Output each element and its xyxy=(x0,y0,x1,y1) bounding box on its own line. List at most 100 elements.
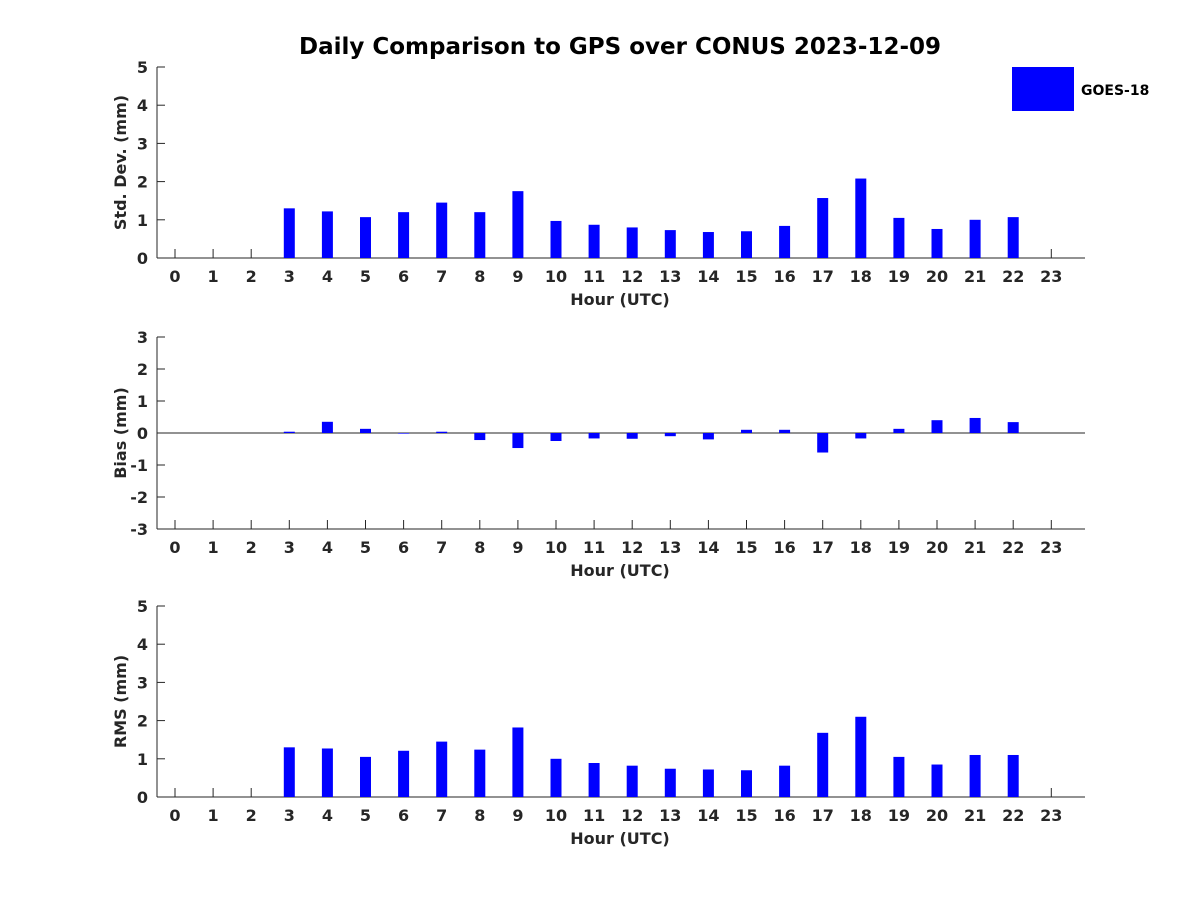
y-tick-label: 1 xyxy=(137,392,148,411)
x-tick-label: 9 xyxy=(512,538,523,557)
x-tick-label: 18 xyxy=(850,538,872,557)
x-tick-label: 3 xyxy=(284,267,295,286)
bar-hour-20 xyxy=(931,228,943,258)
bar-hour-14 xyxy=(702,769,714,797)
y-tick-label: -2 xyxy=(130,488,148,507)
bar-hour-12 xyxy=(626,433,638,439)
x-tick-label: 17 xyxy=(812,806,834,825)
y-tick-label: -3 xyxy=(130,520,148,539)
x-tick-label: 9 xyxy=(512,267,523,286)
x-tick-label: 12 xyxy=(621,538,643,557)
x-tick-label: 16 xyxy=(773,538,795,557)
y-tick-label: 1 xyxy=(137,211,148,230)
x-tick-label: 16 xyxy=(773,267,795,286)
y-tick-label: -1 xyxy=(130,456,148,475)
bar-hour-12 xyxy=(626,765,638,797)
bar-hour-14 xyxy=(702,433,714,440)
y-tick-label: 3 xyxy=(137,134,148,153)
legend-swatch-goes-18 xyxy=(1012,67,1074,111)
legend: GOES-18 xyxy=(1012,67,1149,111)
x-tick-label: 6 xyxy=(398,806,409,825)
bar-hour-12 xyxy=(626,227,638,258)
x-tick-label: 11 xyxy=(583,267,605,286)
x-tick-label: 22 xyxy=(1002,806,1024,825)
y-tick-label: 4 xyxy=(137,96,148,115)
x-tick-label: 22 xyxy=(1002,267,1024,286)
bar-hour-17 xyxy=(817,198,829,258)
x-axis-label: Hour (UTC) xyxy=(570,561,670,580)
bar-hour-5 xyxy=(360,428,371,433)
x-tick-label: 23 xyxy=(1040,806,1062,825)
x-tick-label: 19 xyxy=(888,538,910,557)
bar-hour-3 xyxy=(283,747,295,797)
y-tick-label: 0 xyxy=(137,249,148,268)
bar-hour-21 xyxy=(969,754,981,797)
bar-hour-18 xyxy=(855,716,867,797)
x-tick-label: 21 xyxy=(964,267,986,286)
bar-hour-4 xyxy=(321,421,333,433)
x-tick-label: 8 xyxy=(474,538,485,557)
y-axis-label: Std. Dev. (mm) xyxy=(111,95,130,230)
x-tick-label: 7 xyxy=(436,538,447,557)
x-tick-label: 2 xyxy=(246,806,257,825)
x-tick-label: 0 xyxy=(169,806,180,825)
bar-hour-19 xyxy=(893,217,905,258)
chart-title: Daily Comparison to GPS over CONUS 2023-… xyxy=(299,34,941,60)
bar-hour-9 xyxy=(512,727,524,797)
y-tick-label: 3 xyxy=(137,673,148,692)
y-tick-label: 5 xyxy=(137,58,148,77)
bar-hour-20 xyxy=(931,420,943,433)
x-tick-label: 17 xyxy=(812,267,834,286)
x-tick-label: 18 xyxy=(850,806,872,825)
x-tick-label: 13 xyxy=(659,267,681,286)
bar-hour-11 xyxy=(588,224,600,258)
bar-hour-8 xyxy=(474,433,486,441)
y-tick-label: 2 xyxy=(137,712,148,731)
bar-hour-11 xyxy=(588,763,600,797)
x-tick-label: 12 xyxy=(621,267,643,286)
x-tick-label: 14 xyxy=(697,806,719,825)
y-tick-label: 1 xyxy=(137,750,148,769)
bar-hour-7 xyxy=(436,431,448,433)
bar-hour-6 xyxy=(398,212,410,258)
x-tick-label: 3 xyxy=(284,538,295,557)
x-tick-label: 7 xyxy=(436,806,447,825)
x-tick-label: 8 xyxy=(474,806,485,825)
bar-hour-15 xyxy=(741,429,752,433)
y-tick-label: 4 xyxy=(137,635,148,654)
x-tick-label: 11 xyxy=(583,538,605,557)
x-tick-label: 15 xyxy=(735,267,757,286)
x-axis-label: Hour (UTC) xyxy=(570,829,670,848)
bar-hour-16 xyxy=(779,225,791,258)
x-tick-label: 13 xyxy=(659,538,681,557)
x-tick-label: 13 xyxy=(659,806,681,825)
x-tick-label: 20 xyxy=(926,806,948,825)
x-tick-label: 17 xyxy=(812,538,834,557)
bar-hour-17 xyxy=(817,433,829,453)
x-tick-label: 11 xyxy=(583,806,605,825)
bar-hour-7 xyxy=(436,741,448,797)
bar-hour-22 xyxy=(1007,422,1019,433)
bar-hour-22 xyxy=(1007,217,1019,258)
x-tick-label: 5 xyxy=(360,267,371,286)
x-tick-label: 5 xyxy=(360,806,371,825)
x-tick-label: 9 xyxy=(512,806,523,825)
bar-hour-19 xyxy=(893,756,905,797)
x-tick-label: 21 xyxy=(964,806,986,825)
bar-hour-4 xyxy=(321,211,333,258)
x-tick-label: 20 xyxy=(926,267,948,286)
x-tick-label: 2 xyxy=(246,267,257,286)
x-tick-label: 19 xyxy=(888,267,910,286)
bar-hour-5 xyxy=(360,756,371,797)
x-tick-label: 6 xyxy=(398,538,409,557)
x-tick-label: 0 xyxy=(169,267,180,286)
y-tick-label: 0 xyxy=(137,788,148,807)
bar-hour-6 xyxy=(398,750,410,797)
bar-hour-16 xyxy=(779,429,791,433)
x-tick-label: 7 xyxy=(436,267,447,286)
bar-hour-9 xyxy=(512,191,524,258)
bar-hour-19 xyxy=(893,428,905,433)
